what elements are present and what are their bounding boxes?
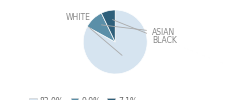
Wedge shape — [101, 10, 115, 42]
Wedge shape — [87, 13, 115, 42]
Legend: 83.0%, 9.9%, 7.1%: 83.0%, 9.9%, 7.1% — [26, 94, 140, 100]
Wedge shape — [83, 10, 147, 74]
Text: BLACK: BLACK — [113, 20, 177, 45]
Text: WHITE: WHITE — [66, 14, 122, 55]
Text: ASIAN: ASIAN — [102, 25, 175, 37]
